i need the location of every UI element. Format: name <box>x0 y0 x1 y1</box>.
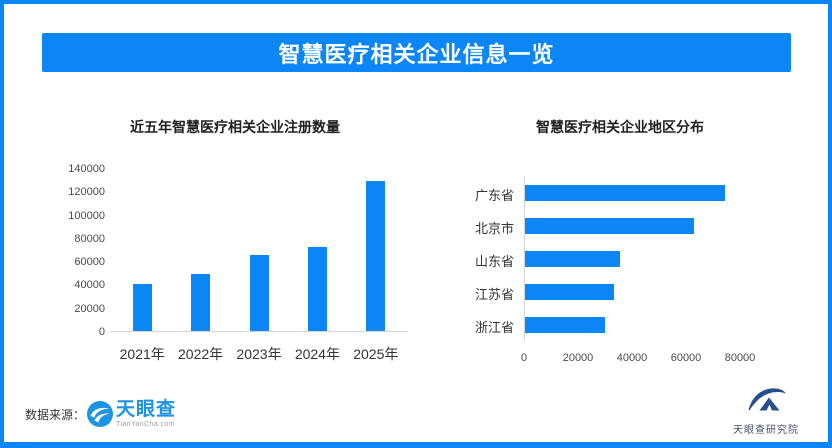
bar <box>249 255 269 331</box>
chart-registrations-by-year: 近五年智慧医疗相关企业注册数量 0 20000 40000 60000 80000 100… <box>60 108 410 386</box>
category-label: 浙江省 <box>474 319 514 335</box>
research-institute-label: 天眼查研究院 <box>733 425 799 436</box>
x-axis-tick-label: 20000 <box>562 352 594 364</box>
x-axis-category-label: 2024年 <box>294 346 340 362</box>
tianyancha-eye-icon <box>87 401 113 427</box>
bar <box>525 250 620 267</box>
tianyancha-domain: TianYanCha.com <box>116 421 175 428</box>
x-axis-category-label: 2023年 <box>236 346 282 362</box>
research-institute-logo: 天眼查研究院 <box>701 386 828 436</box>
x-axis-tick-label: 40000 <box>616 352 648 364</box>
x-axis-tick-label: 80000 <box>724 352 756 364</box>
tianyancha-logo: 天眼查 TianYanCha.com <box>87 399 176 428</box>
bar <box>132 284 152 331</box>
chart-left-title: 近五年智慧医疗相关企业注册数量 <box>130 119 340 135</box>
y-axis-tick-label: 60000 <box>74 256 105 269</box>
y-axis-tick-label: 20000 <box>74 302 105 315</box>
y-axis-tick-label: 120000 <box>68 186 105 199</box>
page-title: 智慧医疗相关企业信息一览 <box>278 41 555 67</box>
data-source-label: 数据来源： <box>25 408 86 422</box>
chart-region-distribution: 智慧医疗相关企业地区分布 广东省北京市山东省江苏省浙江省 0 20000 40000 6… <box>440 108 800 390</box>
y-axis-tick-label: 40000 <box>74 279 105 292</box>
bar <box>191 273 211 331</box>
y-axis-tick-label: 100000 <box>68 209 105 222</box>
tianyancha-name: 天眼查 <box>116 399 177 420</box>
bar <box>366 181 386 331</box>
bar <box>525 184 725 201</box>
tianyancha-wordmark: 天眼查 TianYanCha.com <box>116 399 176 428</box>
chart-right-plot-area: 广东省北京市山东省江苏省浙江省 0 20000 40000 60000 80000 <box>475 176 776 364</box>
y-axis-line <box>524 176 525 341</box>
x-axis-category-label: 2025年 <box>353 346 399 362</box>
page-title-banner: 智慧医疗相关企业信息一览 <box>42 33 791 72</box>
chart-right-title: 智慧医疗相关企业地区分布 <box>536 119 704 135</box>
bar <box>525 316 605 333</box>
x-axis-tick-label: 60000 <box>670 352 702 364</box>
category-label: 北京市 <box>474 220 514 236</box>
category-label: 广东省 <box>474 187 514 203</box>
chart-left-plot-area: 0 20000 40000 60000 80000 100000 120000 140000 2… <box>68 163 408 362</box>
x-axis-category-label: 2021年 <box>119 346 165 362</box>
y-axis-tick-label: 0 <box>98 326 105 338</box>
research-institute-logo-icon <box>746 386 786 418</box>
y-axis-tick-label: 140000 <box>68 163 105 175</box>
bar <box>525 283 615 300</box>
x-axis-category-label: 2022年 <box>178 346 224 362</box>
category-label: 江苏省 <box>474 286 514 302</box>
category-label: 山东省 <box>474 253 514 269</box>
x-axis-tick-label: 0 <box>520 352 528 364</box>
x-axis-line <box>110 331 408 332</box>
bar <box>525 217 694 234</box>
y-axis-tick-label: 80000 <box>74 232 105 245</box>
bar <box>307 247 327 331</box>
